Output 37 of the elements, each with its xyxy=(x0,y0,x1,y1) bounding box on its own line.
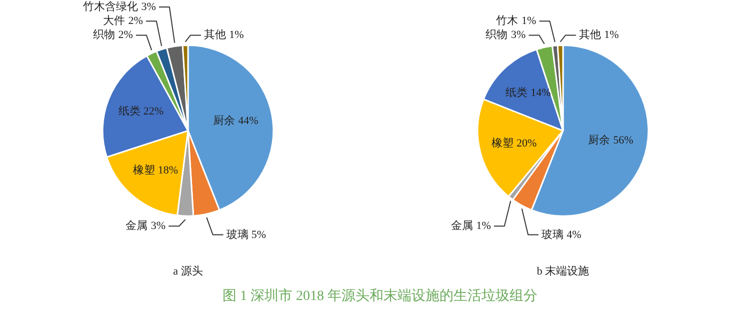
data-label: 20% xyxy=(516,137,537,150)
data-label: 1% xyxy=(522,15,536,28)
slice-label: 橡塑 xyxy=(132,163,155,176)
slice-label: 大件 xyxy=(102,14,125,28)
text: a 源头 xyxy=(173,264,203,278)
slice-label: 竹木含绿化 xyxy=(82,0,138,14)
data-label: 3% xyxy=(510,29,526,42)
slice-label: 橡塑 xyxy=(492,136,514,150)
data-label: 56% xyxy=(613,134,634,146)
slice-label: 金属 xyxy=(126,220,148,232)
slice-label: 其他 xyxy=(204,28,226,42)
data-label: 14% xyxy=(530,87,551,100)
slice-label: 纸类 xyxy=(118,104,140,118)
slice-label: 纸类 xyxy=(506,86,528,100)
caption: 图 1 深圳市 2018 年源头和末端设施的生活垃圾组分 xyxy=(222,287,538,306)
data-label: 3% xyxy=(150,220,166,232)
data-label: 1% xyxy=(604,29,619,42)
text: b 末端设施 xyxy=(536,264,590,278)
data-label: 2% xyxy=(118,29,133,42)
data-label: 3% xyxy=(141,1,156,14)
data-label: 5% xyxy=(251,228,266,241)
data-label: 4% xyxy=(566,228,582,241)
data-label: 18% xyxy=(158,164,178,176)
data-label: 1% xyxy=(476,220,491,232)
data-label: 1% xyxy=(229,29,244,42)
slice-label: 厨余 xyxy=(213,114,236,127)
slice-label: 织物 xyxy=(92,29,115,42)
slice-label: 金属 xyxy=(450,220,473,232)
data-label: 2% xyxy=(128,15,143,28)
slice-label: 玻璃 xyxy=(226,228,248,241)
slice-label: 玻璃 xyxy=(542,228,564,241)
slice-label: 织物 xyxy=(486,29,508,42)
slice-label: 厨余 xyxy=(588,134,610,146)
data-label: 22% xyxy=(143,106,164,118)
slice-label: 其他 xyxy=(579,28,602,42)
data-label: 44% xyxy=(238,114,258,127)
slice-label: 竹木 xyxy=(496,14,518,28)
